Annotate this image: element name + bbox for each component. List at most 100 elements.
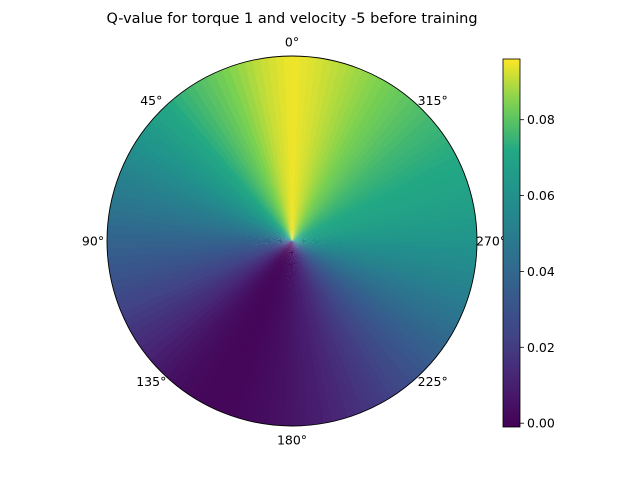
- polar-wedge: [179, 241, 292, 394]
- polar-wedge: [292, 64, 356, 241]
- colorbar-tick-label: 0.02: [527, 340, 555, 355]
- colorbar-ticks: 0.00 0.02 0.04 0.06 0.08: [520, 112, 555, 431]
- polar-wedge: [106, 232, 292, 243]
- polar-wedge: [111, 193, 292, 241]
- polar-wedge: [172, 94, 292, 241]
- polar-wedge: [292, 241, 453, 341]
- polar-wedge: [155, 241, 292, 373]
- polar-wedge: [244, 241, 292, 422]
- polar-wedge: [117, 170, 293, 241]
- theta-tick-label: 270°: [476, 234, 506, 249]
- polar-wedge: [292, 58, 333, 242]
- polar-wedge: [292, 241, 457, 334]
- polar-wedge: [292, 241, 445, 354]
- polar-wedge: [292, 241, 449, 348]
- polar-wedge: [206, 241, 292, 410]
- polar-wedge: [292, 241, 477, 258]
- polar-wedge: [292, 241, 412, 388]
- polar-wedge: [292, 161, 463, 241]
- colorbar: [502, 58, 521, 428]
- polar-wedge: [154, 110, 292, 241]
- polar-wedge: [160, 104, 292, 241]
- polar-wedge: [108, 208, 292, 241]
- polar-wedge: [292, 241, 473, 289]
- polar-wedge: [173, 241, 292, 389]
- polar-wedge: [292, 241, 464, 320]
- polar-wedge: [292, 241, 400, 398]
- polar-wedge: [178, 89, 292, 242]
- polar-wedge: [121, 241, 292, 321]
- polar-wedge: [292, 115, 434, 241]
- polar-wedge: [127, 241, 293, 335]
- polar-wedge: [259, 241, 292, 425]
- chart-title: Q-value for torque 1 and velocity -5 bef…: [106, 11, 477, 27]
- polar-wedge: [118, 241, 292, 313]
- polar-wedge: [228, 241, 292, 418]
- polar-wedge: [292, 241, 379, 409]
- polar-wedge: [292, 84, 399, 242]
- polar-wedge: [140, 241, 292, 355]
- polar-wedge: [185, 241, 292, 398]
- polar-wedge: [292, 241, 364, 415]
- colorbar-tick-label: 0.00: [527, 416, 555, 431]
- polar-wedge: [292, 154, 460, 241]
- theta-tick-label: 135°: [136, 374, 166, 389]
- polar-wedge: [292, 241, 418, 383]
- colorbar-tick-label: 0.06: [527, 188, 555, 203]
- polar-wedge: [120, 162, 293, 241]
- polar-wedge: [292, 127, 444, 241]
- polar-wedge: [292, 169, 466, 241]
- polar-wedges: [106, 55, 478, 427]
- polar-wedge: [113, 185, 292, 241]
- polar-wedge: [292, 241, 406, 393]
- polar-wedge: [292, 109, 429, 241]
- polar-wedge: [221, 241, 292, 416]
- polar-wedge: [161, 241, 292, 379]
- polar-wedge: [292, 60, 340, 241]
- polar-wedge: [144, 122, 292, 241]
- polar-wedge: [135, 134, 292, 241]
- polar-wedge: [198, 76, 292, 242]
- theta-tick-labels: 0° 45° 90° 135° 180° 225° 270° 315°: [82, 35, 506, 448]
- polar-wedge: [290, 55, 301, 241]
- polar-wedge: [192, 241, 292, 402]
- polar-wedge: [292, 241, 476, 274]
- polar-wedge: [131, 241, 292, 342]
- polar-wedge: [107, 216, 292, 241]
- polar-wedge: [150, 241, 292, 367]
- polar-wedge: [135, 241, 292, 349]
- theta-tick-label: 0°: [285, 35, 299, 50]
- polar-wedge: [292, 241, 469, 305]
- polar-wedge: [292, 93, 411, 241]
- polar-wedge: [292, 72, 378, 241]
- theta-tick-label: 180°: [277, 433, 307, 448]
- polar-wedge: [131, 141, 292, 241]
- polar-wedge: [292, 241, 435, 366]
- polar-wedge: [292, 88, 405, 241]
- theta-tick-label: 225°: [418, 374, 448, 389]
- polar-wedge: [212, 70, 292, 241]
- polar-wedge: [107, 224, 292, 241]
- polar-wedge: [292, 76, 385, 241]
- polar-wedge: [292, 241, 471, 297]
- polar-wedge: [166, 99, 292, 241]
- polar-wedge: [145, 241, 292, 361]
- polar-wedge: [275, 241, 292, 426]
- polar-wedge: [213, 241, 292, 413]
- polar-wedge: [292, 241, 386, 406]
- theta-tick-label: 90°: [82, 234, 104, 249]
- polar-wedge: [292, 56, 309, 241]
- theta-tick-label: 45°: [140, 93, 162, 108]
- polar-wedge: [283, 241, 294, 427]
- polar-wedge: [292, 69, 371, 242]
- polar-wedge: [127, 148, 292, 241]
- polar-wedge: [292, 241, 393, 402]
- polar-wedge: [139, 128, 292, 241]
- polar-wedge: [292, 62, 348, 242]
- polar-wedge: [109, 200, 293, 241]
- polar-wedge: [292, 121, 439, 241]
- polar-wedge: [251, 241, 292, 424]
- polar-wedge: [184, 84, 292, 241]
- polar-wedge: [123, 155, 292, 241]
